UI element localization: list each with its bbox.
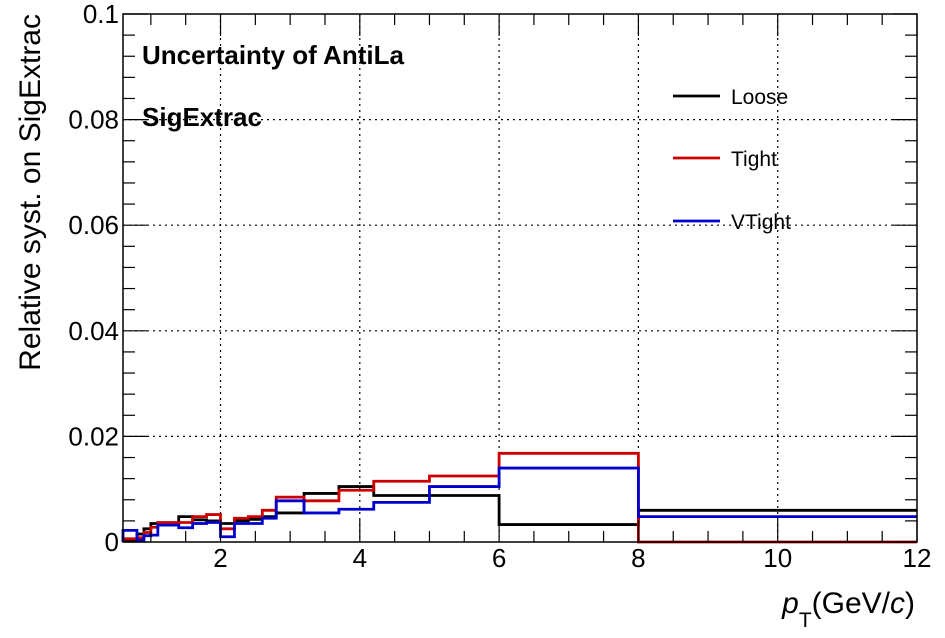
annotation-subtitle: SigExtrac xyxy=(142,102,262,132)
x-tick-label: 10 xyxy=(763,543,792,573)
x-tick-label: 8 xyxy=(631,543,645,573)
x-tick-label: 2 xyxy=(213,543,227,573)
grid-layer xyxy=(123,14,917,542)
y-tick-label: 0.1 xyxy=(83,0,119,29)
tick-layer xyxy=(123,13,918,543)
series-line-tight xyxy=(121,451,917,544)
legend-label-loose: Loose xyxy=(731,86,788,109)
series-line-loose xyxy=(121,485,917,543)
x-tick-label: 4 xyxy=(353,543,367,573)
x-axis-title-unit-var: c xyxy=(890,587,905,620)
series-line-vtight xyxy=(121,466,917,542)
legend: Loose Tight VTight xyxy=(673,86,791,234)
legend-label-tight: Tight xyxy=(731,148,777,171)
x-axis-title-unit-open: (GeV/ xyxy=(812,587,891,620)
plot-frame xyxy=(122,13,918,543)
legend-label-vtight: VTight xyxy=(731,211,791,234)
y-axis-title: Relative syst. on SigExtrac xyxy=(14,14,47,371)
tick-label-layer: 2 4 6 8 10 12 0 0.02 0.04 0.06 0.08 0.1 xyxy=(68,0,931,573)
x-tick-label: 12 xyxy=(903,543,932,573)
series-layer xyxy=(121,451,917,544)
annotation-title: Uncertainty of AntiLa xyxy=(142,40,404,70)
y-tick-label: 0 xyxy=(105,527,119,557)
y-tick-label: 0.06 xyxy=(68,210,119,240)
y-tick-label: 0.02 xyxy=(68,421,119,451)
x-axis-title: pT(GeV/c) xyxy=(781,587,915,632)
x-axis-title-unit-close: ) xyxy=(905,587,915,620)
x-axis-title-main: p xyxy=(781,587,799,620)
y-tick-label: 0.08 xyxy=(68,105,119,135)
x-tick-label: 6 xyxy=(492,543,506,573)
y-tick-label: 0.04 xyxy=(68,316,119,346)
x-axis-title-subscript: T xyxy=(799,609,812,632)
